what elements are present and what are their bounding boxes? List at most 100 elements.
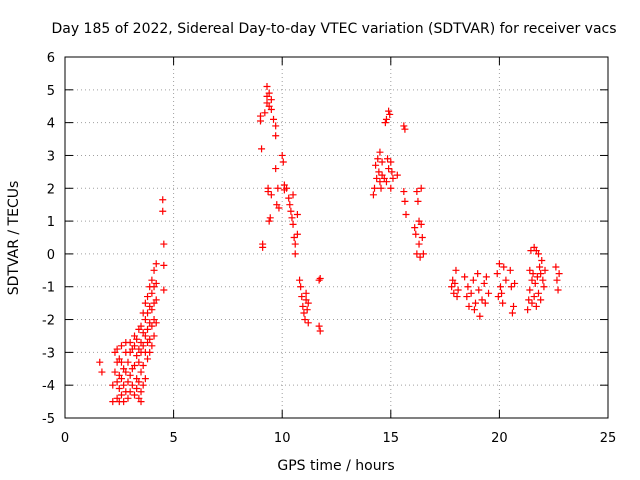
data-point: [401, 125, 409, 133]
data-point: [141, 316, 149, 324]
data-point: [137, 322, 145, 330]
data-point: [400, 188, 408, 196]
data-point: [160, 240, 168, 248]
data-point: [494, 293, 502, 301]
data-point: [537, 296, 545, 304]
data-point: [528, 276, 536, 284]
grid: [65, 57, 608, 418]
data-point: [534, 250, 542, 258]
data-point: [555, 270, 563, 278]
x-tick-label: 0: [61, 431, 69, 446]
chart-title: Day 185 of 2022, Sidereal Day-to-day VTE…: [51, 21, 616, 37]
data-point: [146, 348, 154, 356]
data-point: [376, 178, 384, 186]
data-point: [131, 391, 139, 399]
x-tick-label: 5: [169, 431, 177, 446]
data-point: [384, 155, 392, 163]
data-point: [124, 378, 132, 386]
data-point: [139, 381, 147, 389]
data-point: [524, 306, 532, 314]
data-point: [554, 286, 562, 294]
data-point: [113, 345, 121, 353]
data-point: [376, 148, 384, 156]
data-point: [531, 279, 539, 287]
data-point: [133, 352, 141, 360]
data-point: [530, 293, 538, 301]
data-point: [454, 286, 462, 294]
data-point: [528, 299, 536, 307]
data-point: [382, 178, 390, 186]
data-point: [507, 283, 515, 291]
data-point: [412, 230, 420, 238]
data-point: [270, 115, 278, 123]
data-point: [137, 398, 145, 406]
data-point: [265, 217, 273, 225]
data-point: [139, 342, 147, 350]
data-point: [533, 273, 541, 281]
data-point: [416, 253, 424, 261]
x-tick-label: 15: [383, 431, 400, 446]
data-point: [382, 115, 390, 123]
data-point: [526, 266, 534, 274]
data-point: [296, 276, 304, 284]
data-point: [297, 283, 305, 291]
data-point: [470, 306, 478, 314]
data-point: [481, 299, 489, 307]
data-point: [450, 289, 458, 297]
data-point: [526, 286, 534, 294]
plot-frame: [64, 56, 609, 419]
data-point: [126, 388, 134, 396]
data-point: [288, 214, 296, 222]
data-point: [400, 122, 408, 130]
data-point: [387, 158, 395, 166]
data-point: [452, 266, 460, 274]
data-point: [529, 270, 537, 278]
data-point: [476, 312, 484, 320]
data-point: [289, 191, 297, 199]
data-point: [148, 342, 156, 350]
data-point: [418, 234, 426, 241]
data-point: [374, 155, 382, 163]
y-tick-label: -5: [42, 412, 55, 427]
data-point: [144, 309, 152, 317]
data-point: [375, 168, 383, 176]
data-point: [98, 368, 106, 376]
data-point: [500, 263, 508, 271]
data-point: [139, 361, 147, 369]
data-point: [109, 398, 117, 406]
data-point: [148, 276, 156, 284]
data-point: [402, 211, 410, 219]
data-point: [141, 299, 149, 307]
data-point: [133, 384, 141, 392]
data-point: [293, 211, 301, 219]
data-point: [377, 184, 385, 192]
data-point: [467, 289, 475, 297]
data-point: [414, 197, 422, 205]
data-point: [386, 110, 394, 118]
data-point: [461, 273, 469, 281]
data-point: [411, 224, 419, 232]
data-point: [150, 266, 158, 274]
data-point: [126, 371, 134, 379]
data-point: [373, 174, 381, 182]
data-point: [148, 289, 156, 297]
y-tick-label: 6: [47, 51, 55, 66]
data-point: [387, 184, 395, 192]
data-point: [304, 299, 312, 307]
data-point: [124, 394, 132, 402]
data-point: [272, 122, 280, 130]
data-point: [291, 250, 299, 258]
data-point: [160, 261, 168, 269]
y-tick-label: 2: [47, 182, 55, 197]
data-point: [541, 266, 549, 274]
y-tick-label: 4: [47, 117, 55, 132]
data-point: [419, 250, 427, 258]
data-point: [148, 306, 156, 314]
x-tick-label: 25: [600, 431, 617, 446]
data-point: [159, 207, 167, 215]
data-point: [267, 96, 275, 104]
data-point: [137, 368, 145, 376]
data-point: [279, 158, 287, 166]
data-point: [159, 196, 167, 204]
data-point: [417, 220, 425, 228]
